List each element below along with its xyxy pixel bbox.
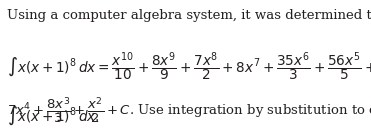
Text: Using a computer algebra system, it was determined that: Using a computer algebra system, it was … xyxy=(7,9,371,22)
Text: $\int x(x + 1)^8\, dx = \dfrac{x^{10}}{10} + \dfrac{8x^9}{9} + \dfrac{7x^8}{2} +: $\int x(x + 1)^8\, dx = \dfrac{x^{10}}{1… xyxy=(7,50,371,83)
Text: $\int x(x + 1)^8\, dx.$: $\int x(x + 1)^8\, dx.$ xyxy=(7,104,99,127)
Text: $7x^4 + \dfrac{8x^3}{3} + \dfrac{x^2}{2} + C$. Use integration by substitution t: $7x^4 + \dfrac{8x^3}{3} + \dfrac{x^2}{2}… xyxy=(7,95,371,125)
